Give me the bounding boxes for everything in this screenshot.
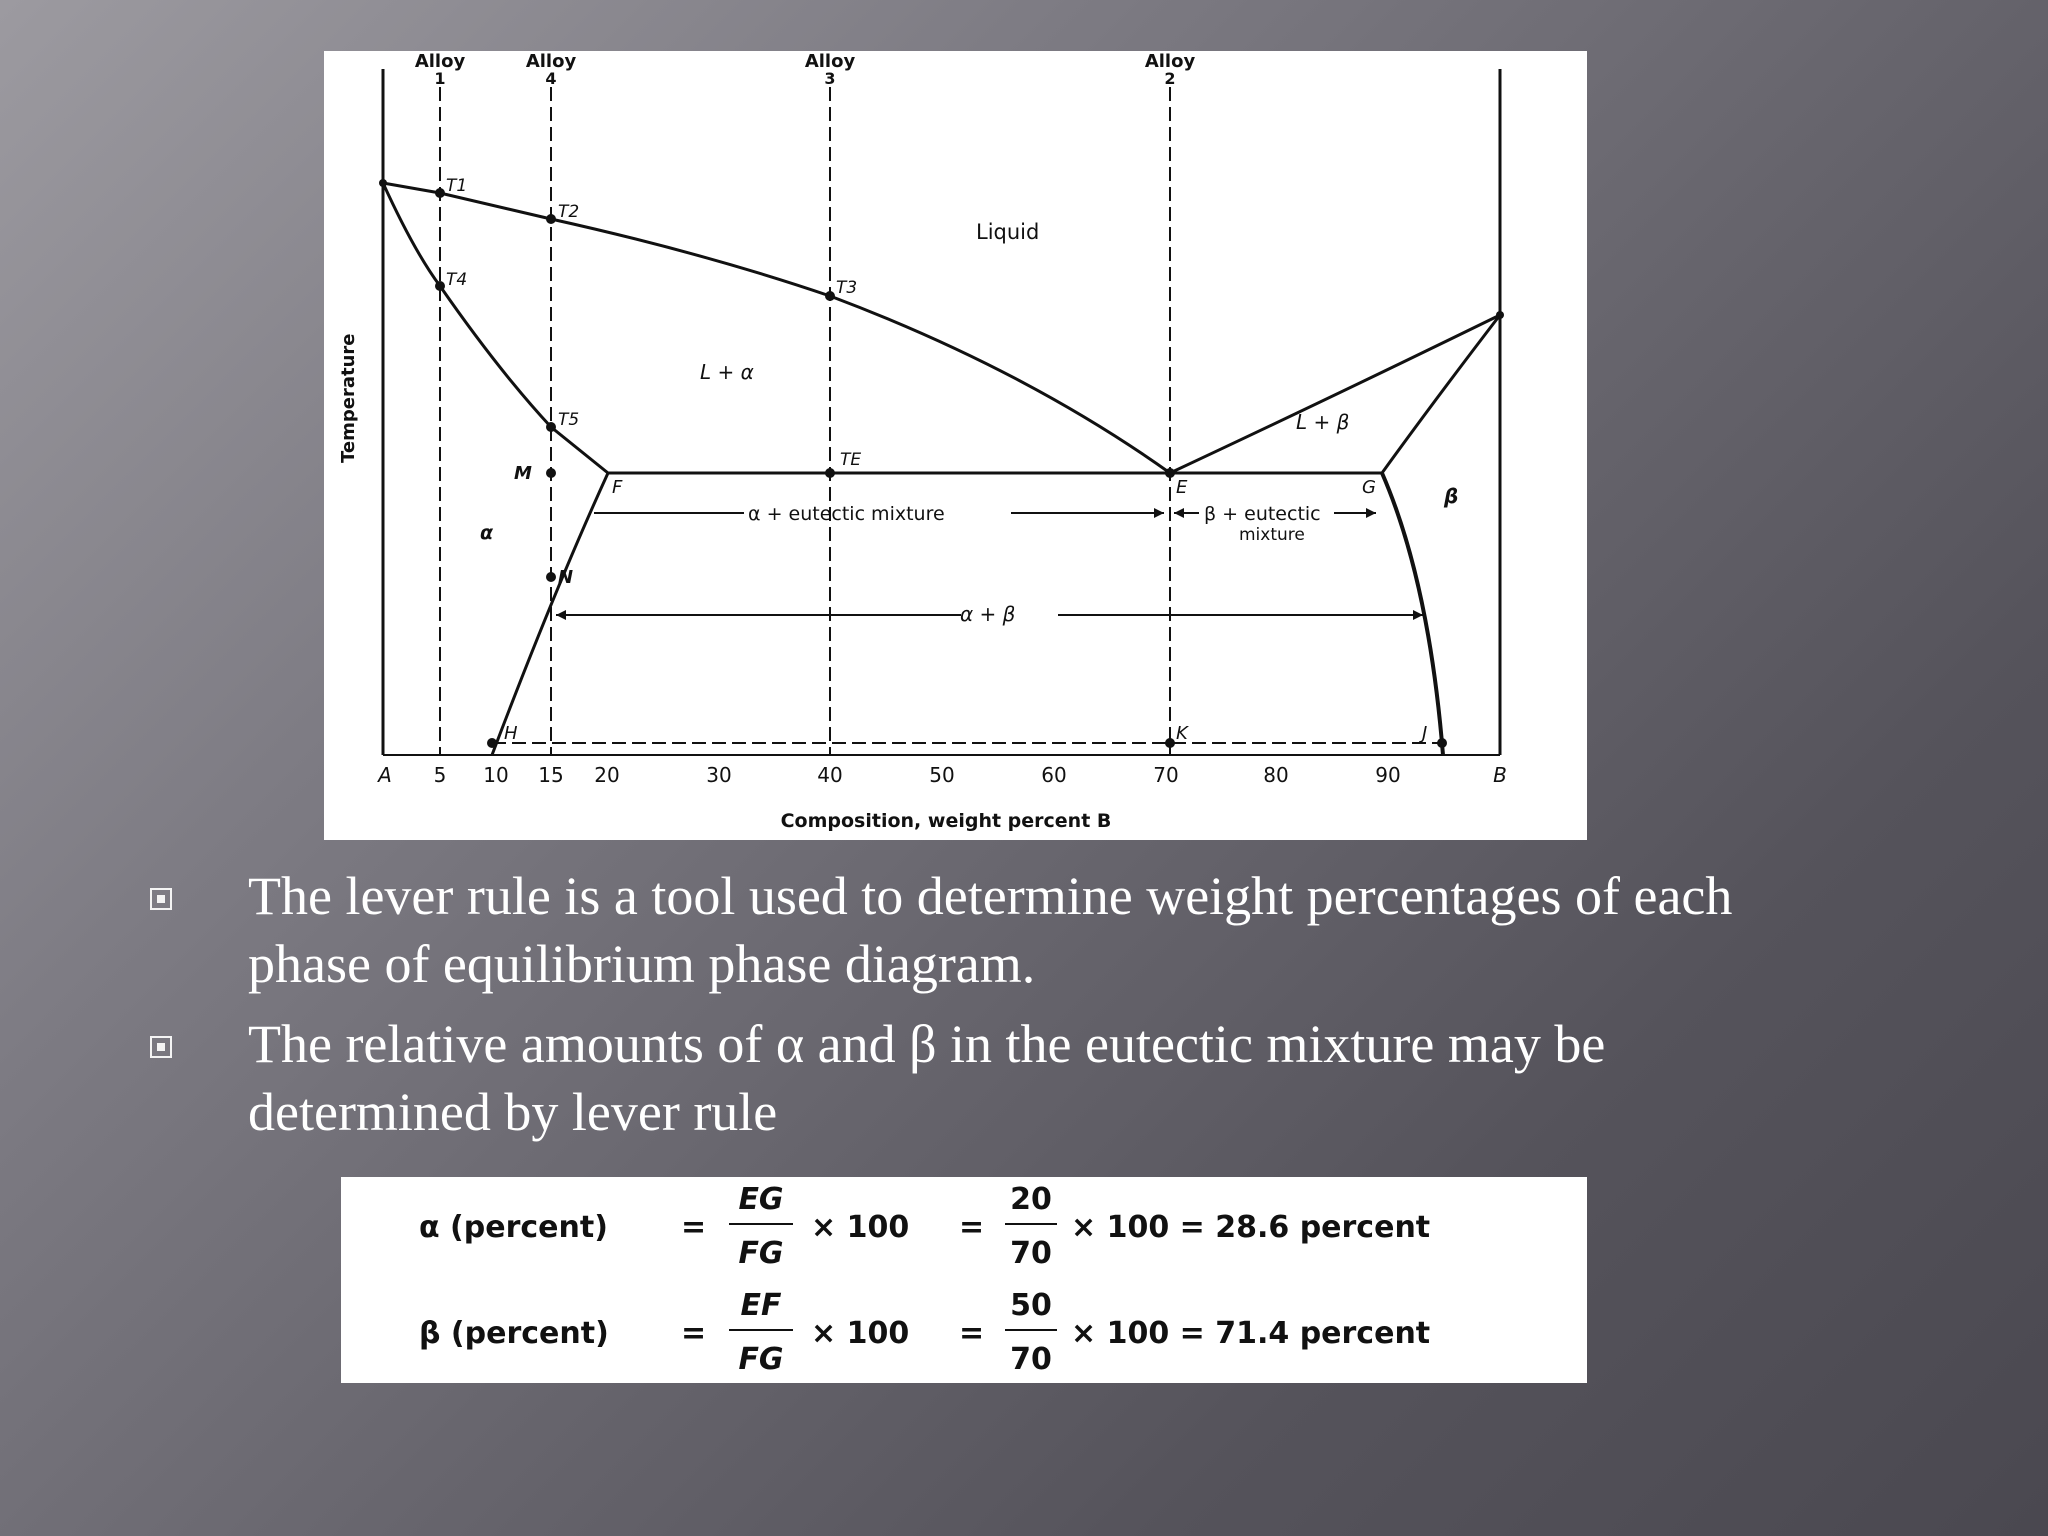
x-tick-label: 90 [1375, 763, 1400, 787]
point-g-label: G [1362, 477, 1376, 498]
x-tick-label: 30 [706, 763, 731, 787]
formula-alpha-den2: 70 [1010, 1236, 1052, 1271]
liquidus-alpha-curve [382, 181, 1171, 475]
alloy-2-label: Alloy [1145, 51, 1196, 72]
region-l-alpha: L + α [700, 360, 754, 384]
formula-beta-den2: 70 [1010, 1342, 1052, 1377]
lever-rule-formulas: α (percent) = EG FG × 100 = 20 70 × 100 … [341, 1177, 1587, 1383]
formula-beta-den1: FG [738, 1342, 783, 1377]
point-f-label: F [612, 477, 623, 498]
point-t3-label: T3 [836, 278, 857, 298]
equals-sign: = [681, 1210, 706, 1245]
region-liquid: Liquid [976, 220, 1039, 244]
formula-alpha: α (percent) = EG FG × 100 = 20 70 × 100 … [419, 1182, 1430, 1271]
formula-beta-num1: EF [741, 1288, 782, 1323]
solvus-beta-curve [1380, 472, 1445, 756]
point-h-label: H [504, 723, 518, 744]
point-j-label: J [1419, 723, 1427, 744]
point-m-label: M [514, 463, 532, 484]
x-tick-labels: A 5 10 15 20 30 40 50 60 70 80 90 B [376, 763, 1507, 787]
x-tick-label: 20 [594, 763, 619, 787]
region-l-beta: L + β [1296, 410, 1350, 434]
point-t5-label: T5 [558, 410, 579, 430]
x-tick-label: 5 [434, 763, 447, 787]
formula-alpha-den1: FG [738, 1236, 783, 1271]
x-tick-label: 80 [1263, 763, 1288, 787]
region-alpha-eutectic: α + eutectic mixture [748, 503, 945, 525]
point-k-label: K [1176, 723, 1189, 744]
bullet-text: The lever rule is a tool used to determi… [248, 866, 1733, 994]
alloy-2-num: 2 [1164, 69, 1175, 88]
alloy-4-label: Alloy [526, 51, 577, 72]
point-te-label: TE [840, 450, 861, 470]
formula-beta-num2: 50 [1010, 1288, 1052, 1323]
bullet-item: The lever rule is a tool used to determi… [150, 862, 1850, 998]
arrow-heads [556, 508, 1423, 620]
bullet-text: The relative amounts of α and β in the e… [248, 1014, 1606, 1142]
formula-beta-result: × 100 = 71.4 percent [1071, 1316, 1430, 1351]
x-tick-label: 50 [929, 763, 954, 787]
formula-beta: β (percent) = EF FG × 100 = 50 70 × 100 … [419, 1288, 1430, 1377]
x-tick-label: 70 [1153, 763, 1178, 787]
bullet-list: The lever rule is a tool used to determi… [150, 862, 1850, 1158]
diagram-points [379, 179, 1504, 748]
region-beta: β [1443, 484, 1458, 508]
equals-sign: = [959, 1210, 984, 1245]
formula-alpha-lhs: α (percent) [419, 1210, 608, 1245]
x-tick-label: 60 [1041, 763, 1066, 787]
region-beta-eutectic-line2: mixture [1239, 525, 1305, 545]
formula-beta-mult: × 100 [811, 1316, 909, 1351]
equals-sign: = [959, 1316, 984, 1351]
liquidus-beta-curve [1169, 313, 1501, 475]
alloy-1-num: 1 [434, 69, 445, 88]
formula-alpha-result: × 100 = 28.6 percent [1071, 1210, 1430, 1245]
x-tick-label: 40 [817, 763, 842, 787]
x-tick-label: B [1493, 763, 1507, 787]
alloy-4-num: 4 [545, 69, 556, 88]
alloy-3-label: Alloy [805, 51, 856, 72]
formula-alpha-num2: 20 [1010, 1182, 1052, 1217]
formula-svg: α (percent) = EG FG × 100 = 20 70 × 100 … [419, 1182, 1430, 1377]
solvus-alpha-curve [490, 472, 610, 756]
point-t4-label: T4 [446, 270, 467, 290]
phase-diagram-svg: Alloy 1 Alloy 4 Alloy 3 Alloy 2 Temperat… [338, 51, 1507, 832]
solidus-beta-curve [1380, 314, 1502, 474]
formula-beta-lhs: β (percent) [419, 1316, 609, 1351]
formula-alpha-mult: × 100 [811, 1210, 909, 1245]
point-n-label: N [558, 567, 573, 588]
alloy-3-num: 3 [824, 69, 835, 88]
point-e-label: E [1176, 477, 1188, 498]
alloy-1-label: Alloy [415, 51, 466, 72]
formula-alpha-num1: EG [738, 1182, 783, 1217]
x-axis-label: Composition, weight percent B [781, 810, 1112, 832]
region-alpha: α [480, 522, 494, 544]
region-alpha-beta: α + β [960, 602, 1016, 626]
y-axis-label: Temperature [338, 334, 359, 463]
equals-sign: = [681, 1316, 706, 1351]
square-bullet-icon [150, 1036, 172, 1058]
x-tick-label: 10 [483, 763, 508, 787]
square-bullet-icon [150, 888, 172, 910]
point-t1-label: T1 [446, 176, 467, 196]
x-tick-label: A [376, 763, 392, 787]
phase-diagram: Alloy 1 Alloy 4 Alloy 3 Alloy 2 Temperat… [324, 51, 1587, 840]
alloy-lines [439, 87, 1442, 755]
x-tick-label: 15 [538, 763, 563, 787]
bullet-item: The relative amounts of α and β in the e… [150, 1010, 1850, 1146]
region-beta-eutectic-line1: β + eutectic [1204, 503, 1321, 525]
point-t2-label: T2 [558, 202, 579, 222]
solidus-alpha-curve [381, 182, 609, 475]
